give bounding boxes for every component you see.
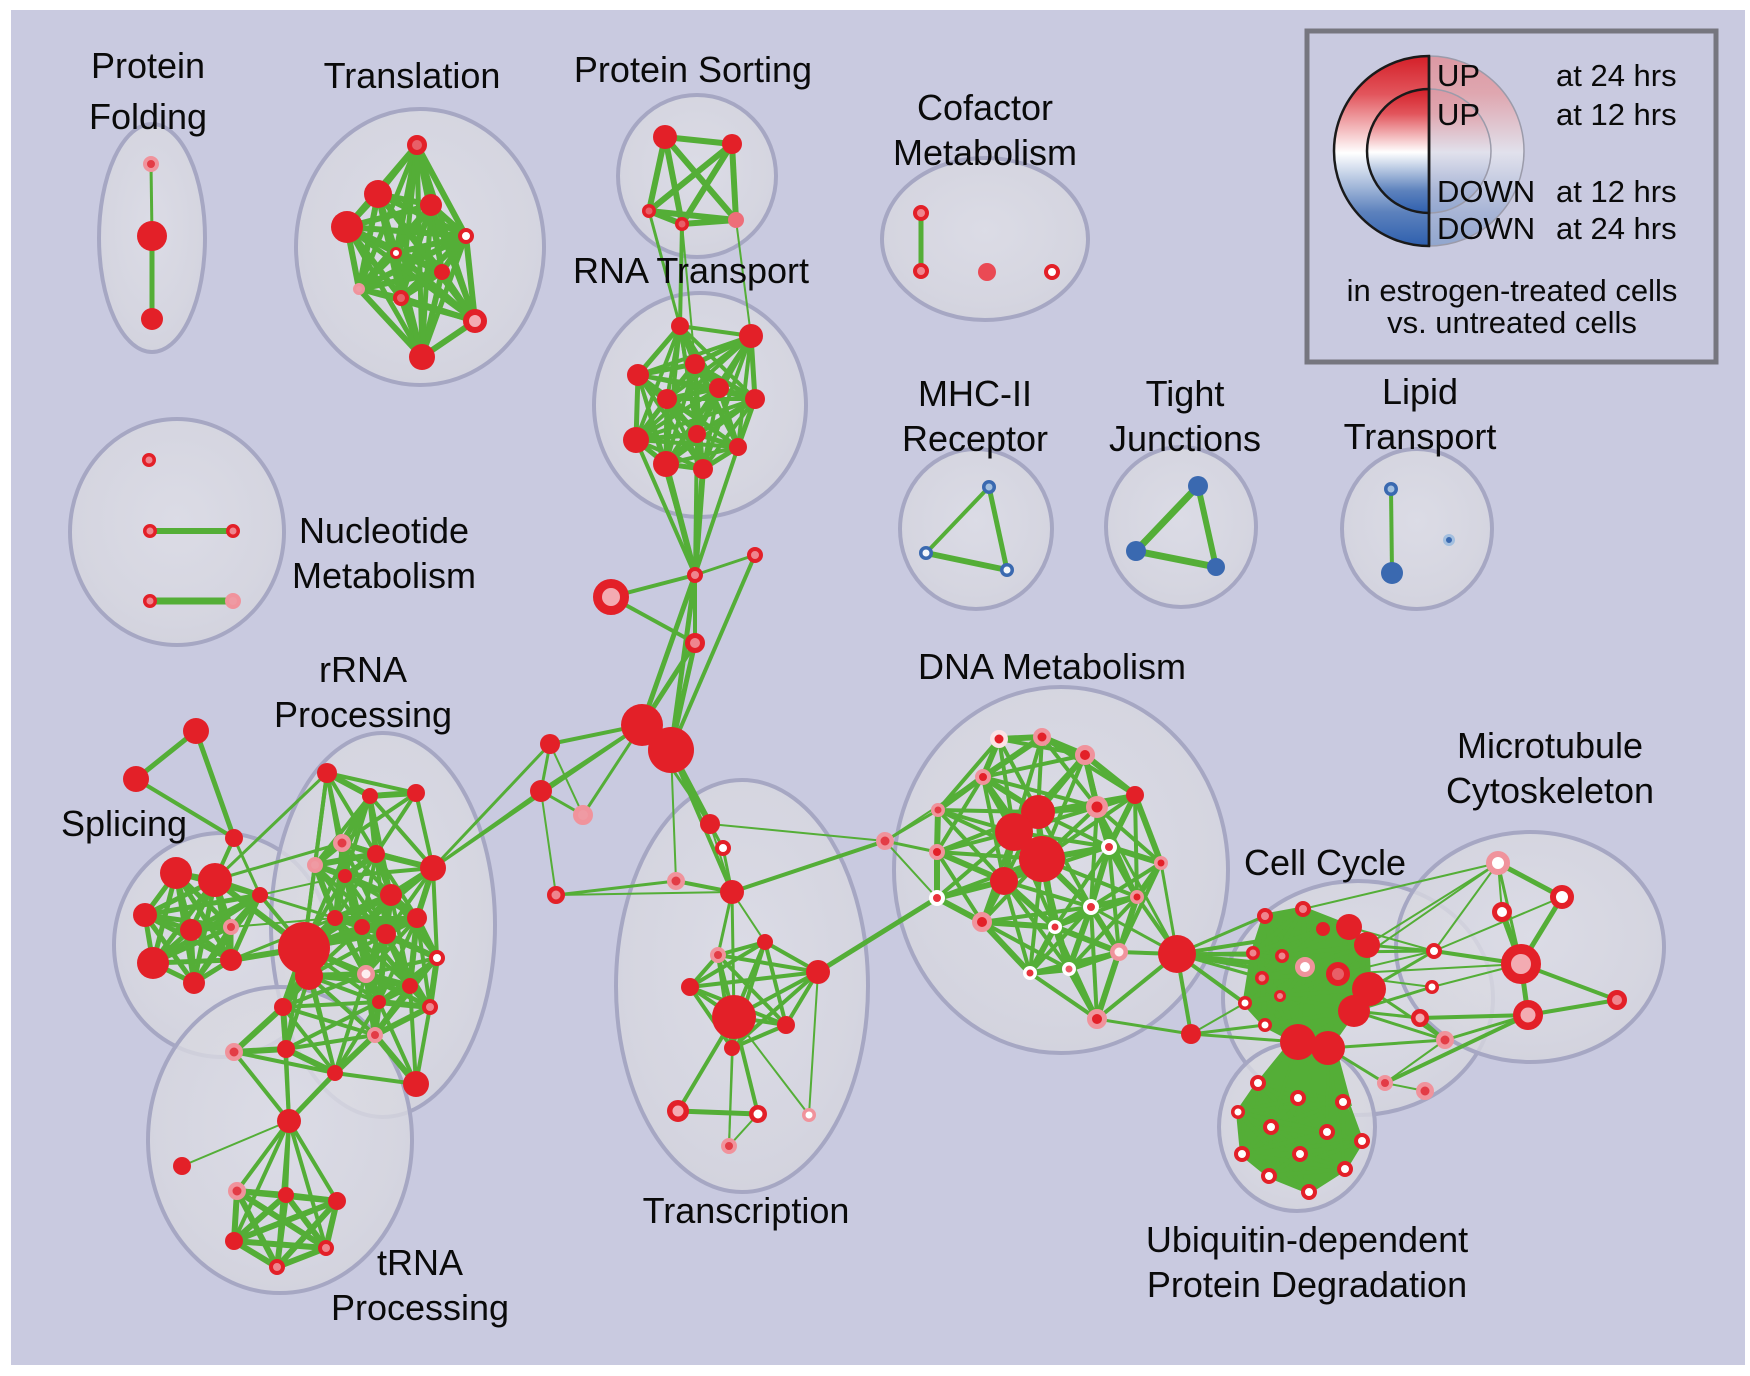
svg-text:Cofactor: Cofactor bbox=[917, 87, 1053, 128]
svg-text:Translation: Translation bbox=[324, 55, 501, 96]
svg-text:Cell Cycle: Cell Cycle bbox=[1244, 842, 1406, 883]
svg-text:Junctions: Junctions bbox=[1109, 418, 1261, 459]
svg-text:vs. untreated cells: vs. untreated cells bbox=[1387, 305, 1637, 340]
svg-text:DOWN: DOWN bbox=[1437, 211, 1535, 246]
svg-text:tRNA: tRNA bbox=[377, 1242, 463, 1283]
svg-text:UP: UP bbox=[1437, 58, 1480, 93]
svg-text:Ubiquitin-dependent: Ubiquitin-dependent bbox=[1146, 1219, 1468, 1260]
svg-text:DOWN: DOWN bbox=[1437, 174, 1535, 209]
svg-text:Folding: Folding bbox=[89, 96, 207, 137]
svg-text:Lipid: Lipid bbox=[1382, 371, 1458, 412]
svg-text:Processing: Processing bbox=[274, 694, 452, 735]
svg-text:Cytoskeleton: Cytoskeleton bbox=[1446, 770, 1654, 811]
svg-text:Receptor: Receptor bbox=[902, 418, 1048, 459]
svg-text:Protein Degradation: Protein Degradation bbox=[1147, 1264, 1467, 1305]
svg-text:Transport: Transport bbox=[1344, 416, 1497, 457]
svg-text:Processing: Processing bbox=[331, 1287, 509, 1328]
svg-text:rRNA: rRNA bbox=[319, 649, 407, 690]
svg-text:Transcription: Transcription bbox=[643, 1190, 850, 1231]
svg-text:Protein Sorting: Protein Sorting bbox=[574, 49, 812, 90]
svg-text:Splicing: Splicing bbox=[61, 803, 187, 844]
svg-text:at 24 hrs: at 24 hrs bbox=[1556, 58, 1677, 93]
svg-text:at 24 hrs: at 24 hrs bbox=[1556, 211, 1677, 246]
svg-text:Nucleotide: Nucleotide bbox=[299, 510, 469, 551]
svg-text:at 12 hrs: at 12 hrs bbox=[1556, 174, 1677, 209]
svg-text:Metabolism: Metabolism bbox=[893, 132, 1077, 173]
svg-text:Microtubule: Microtubule bbox=[1457, 725, 1643, 766]
svg-text:Metabolism: Metabolism bbox=[292, 555, 476, 596]
svg-text:at 12 hrs: at 12 hrs bbox=[1556, 97, 1677, 132]
svg-text:MHC-II: MHC-II bbox=[918, 373, 1032, 414]
svg-text:Protein: Protein bbox=[91, 45, 205, 86]
svg-text:in estrogen-treated cells: in estrogen-treated cells bbox=[1347, 273, 1678, 308]
svg-text:Tight: Tight bbox=[1146, 373, 1225, 414]
svg-text:DNA Metabolism: DNA Metabolism bbox=[918, 646, 1186, 687]
svg-text:UP: UP bbox=[1437, 97, 1480, 132]
svg-text:RNA Transport: RNA Transport bbox=[573, 250, 809, 291]
